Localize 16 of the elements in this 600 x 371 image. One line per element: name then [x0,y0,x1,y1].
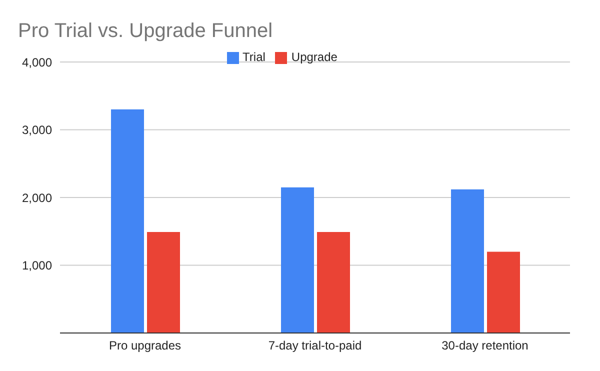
bar [487,252,520,333]
y-tick-label: 4,000 [22,55,52,70]
x-tick-label: 30-day retention [442,338,528,353]
bar [111,109,144,333]
legend-label: Trial [242,50,266,64]
bar [147,232,180,333]
y-tick-label: 3,000 [22,123,52,138]
bar [451,189,484,333]
x-tick-label: 7-day trial-to-paid [268,338,362,353]
chart-title: Pro Trial vs. Upgrade Funnel [18,20,273,43]
x-tick-label: Pro upgrades [108,338,182,353]
y-tick-label: 1,000 [22,258,52,273]
bar [281,187,314,333]
legend-label: Upgrade [291,50,338,64]
bar [317,232,350,333]
y-tick-label: 2,000 [22,190,52,205]
